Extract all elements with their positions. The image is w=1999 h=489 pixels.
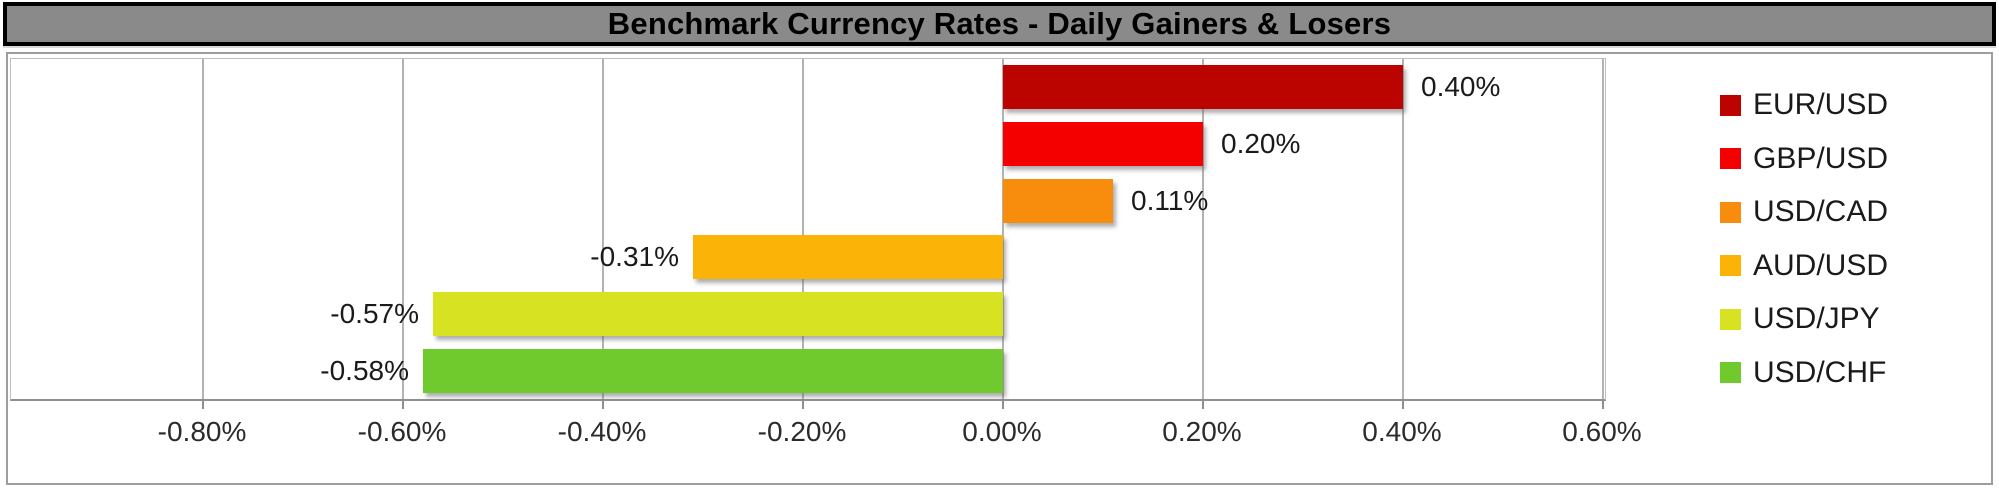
gridline: [1202, 59, 1204, 399]
legend-swatch-icon: [1720, 308, 1741, 330]
x-tick-label: 0.40%: [1362, 416, 1442, 447]
bar-value-label: 0.40%: [1421, 71, 1501, 103]
legend-swatch-icon: [1720, 148, 1741, 170]
bar-value-label: 0.20%: [1221, 128, 1301, 159]
legend-item-eur-usd: EUR/USD: [1720, 88, 1995, 122]
bar-value-label: 0.11%: [1131, 184, 1209, 216]
x-tick-label: 0.00%: [962, 416, 1042, 447]
legend-item-usd-cad: USD/CAD: [1720, 195, 1995, 229]
legend-label: EUR/USD: [1753, 88, 1889, 121]
axis-tick: [1202, 400, 1204, 409]
chart-title: Benchmark Currency Rates - Daily Gainers…: [607, 6, 1392, 41]
legend-item-usd-chf: USD/CHF: [1720, 356, 1995, 390]
legend-item-aud-usd: AUD/USD: [1720, 249, 1995, 283]
x-tick-label: 0.60%: [1562, 416, 1642, 447]
gridline: [1602, 59, 1604, 399]
bar-value-label: -0.57%: [330, 298, 419, 329]
bar-aud-usd: [693, 235, 1003, 280]
bar-value-label: -0.31%: [590, 241, 679, 273]
legend-label: AUD/USD: [1753, 248, 1889, 282]
axis-tick: [602, 400, 604, 409]
x-tick-label: -0.60%: [357, 416, 447, 447]
legend-swatch-icon: [1720, 255, 1741, 277]
x-tick-label: -0.20%: [757, 416, 847, 447]
chart-frame: 0.40% 0.20% 0.11% -0.31% -0.57% -0.58% -0.80%…: [6, 52, 1993, 485]
legend-swatch-icon: [1720, 201, 1741, 223]
legend: EUR/USD GBP/USD USD/CAD AUD/USD USD/JPY USD/C…: [1720, 88, 1995, 390]
legend-item-gbp-usd: GBP/USD: [1720, 142, 1995, 176]
gridline: [402, 59, 404, 399]
axis-tick: [1002, 400, 1004, 409]
x-tick-label: 0.20%: [1162, 416, 1242, 447]
bar-value-label: -0.58%: [320, 354, 409, 386]
legend-swatch-icon: [1720, 94, 1741, 116]
legend-swatch-icon: [1720, 362, 1741, 384]
bar-gbp-usd: [1003, 122, 1203, 166]
bar-usd-jpy: [433, 292, 1003, 336]
axis-tick: [402, 400, 404, 409]
legend-label: USD/JPY: [1753, 302, 1880, 336]
legend-label: GBP/USD: [1753, 141, 1889, 175]
axis-tick: [202, 400, 204, 409]
gridline: [1002, 59, 1004, 399]
gridline: [1402, 59, 1404, 399]
legend-label: USD/CAD: [1753, 195, 1889, 229]
bar-usd-chf: [423, 348, 1003, 393]
gridline: [602, 59, 604, 399]
axis-tick: [802, 400, 804, 409]
gridline: [802, 59, 804, 399]
chart-title-bar: Benchmark Currency Rates - Daily Gainers…: [3, 2, 1996, 46]
legend-item-usd-jpy: USD/JPY: [1720, 302, 1995, 336]
plot-area: 0.40% 0.20% 0.11% -0.31% -0.57% -0.58%: [10, 58, 1606, 409]
bar-usd-cad: [1003, 178, 1113, 223]
x-axis-labels: -0.80% -0.60% -0.40% -0.20% 0.00% 0.20% 0.40% 0…: [10, 416, 1642, 452]
bar-eur-usd: [1003, 65, 1403, 110]
legend-label: USD/CHF: [1753, 355, 1887, 389]
axis-tick: [1602, 400, 1604, 409]
x-tick-label: -0.80%: [157, 416, 247, 447]
gridline: [202, 59, 204, 399]
x-tick-label: -0.40%: [557, 416, 647, 447]
axis-tick: [1402, 400, 1404, 409]
